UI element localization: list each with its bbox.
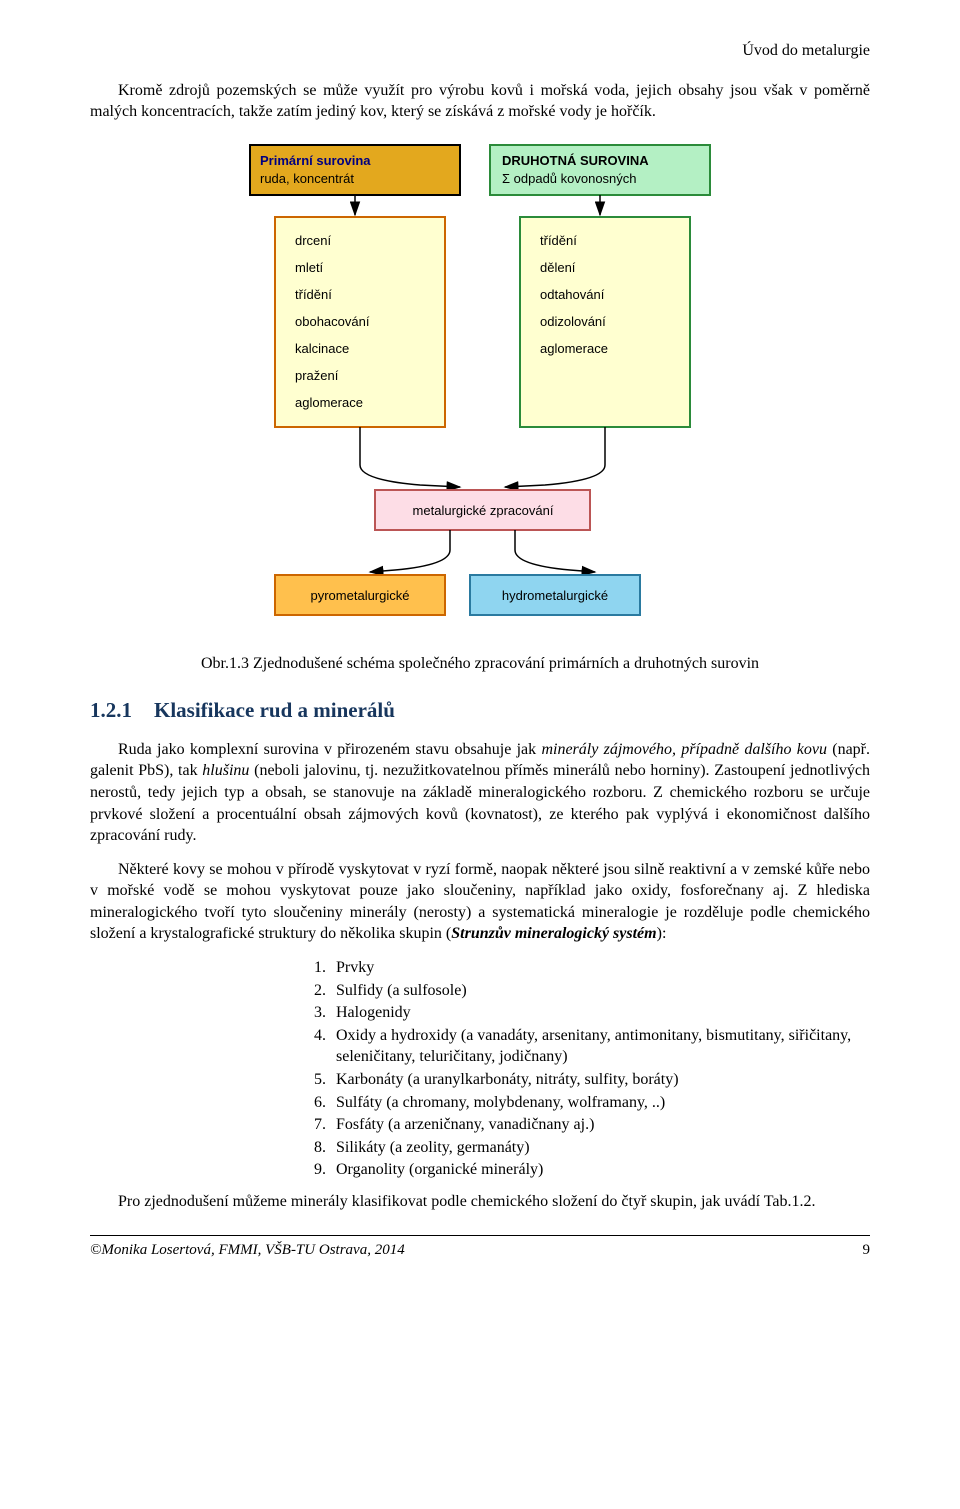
- page-footer: ©Monika Losertová, FMMI, VŠB-TU Ostrava,…: [90, 1235, 870, 1260]
- connector-split-left: [370, 530, 450, 572]
- list-item: Fosfáty (a arzeničnany, vanadičnany aj.): [330, 1114, 870, 1136]
- box-hydro-label: hydrometalurgické: [502, 588, 608, 603]
- box-secondary-subtitle: Σ odpadů kovonosných: [502, 171, 637, 186]
- step-item: dělení: [540, 260, 576, 275]
- footer-credit: ©Monika Losertová, FMMI, VŠB-TU Ostrava,…: [90, 1240, 405, 1260]
- step-item: obohacování: [295, 314, 370, 329]
- list-item: Karbonáty (a uranylkarbonáty, nitráty, s…: [330, 1069, 870, 1091]
- box-primary-title: Primární surovina: [260, 153, 371, 168]
- text-bold-italic: Strunzův mineralogický systém: [451, 925, 656, 942]
- step-item: odtahování: [540, 287, 605, 302]
- box-metallurgic-label: metalurgické zpracování: [413, 503, 554, 518]
- step-item: třídění: [540, 233, 577, 248]
- list-item: Prvky: [330, 957, 870, 979]
- closing-paragraph: Pro zjednodušení můžeme minerály klasifi…: [90, 1191, 870, 1213]
- list-item: Organolity (organické minerály): [330, 1159, 870, 1181]
- box-secondary-title: DRUHOTNÁ SUROVINA: [502, 153, 649, 168]
- section-heading: 1.2.1 Klasifikace rud a minerálů: [90, 696, 870, 724]
- connector-left: [360, 427, 460, 487]
- step-item: aglomerace: [540, 341, 608, 356]
- figure-caption: Obr.1.3 Zjednodušené schéma společného z…: [90, 653, 870, 675]
- step-item: drcení: [295, 233, 332, 248]
- text: Ruda jako komplexní surovina v přirozené…: [118, 741, 541, 758]
- mineral-classification-list: Prvky Sulfidy (a sulfosole) Halogenidy O…: [90, 957, 870, 1181]
- text-italic: minerály zájmového, případně dalšího kov…: [541, 741, 827, 758]
- section-title: Klasifikace rud a minerálů: [154, 698, 395, 722]
- list-item: Halogenidy: [330, 1002, 870, 1024]
- step-item: třídění: [295, 287, 332, 302]
- step-item: mletí: [295, 260, 324, 275]
- step-item: odizolování: [540, 314, 606, 329]
- list-item: Sulfidy (a sulfosole): [330, 980, 870, 1002]
- page-header-title: Úvod do metalurgie: [90, 40, 870, 62]
- list-item: Oxidy a hydroxidy (a vanadáty, arsenitan…: [330, 1025, 870, 1068]
- text: ):: [657, 925, 667, 942]
- list-item: Sulfáty (a chromany, molybdenany, wolfra…: [330, 1092, 870, 1114]
- step-item: pražení: [295, 368, 339, 383]
- intro-paragraph: Kromě zdrojů pozemských se může využít p…: [90, 80, 870, 123]
- section-number: 1.2.1: [90, 698, 132, 722]
- step-item: aglomerace: [295, 395, 363, 410]
- box-primary-subtitle: ruda, koncentrát: [260, 171, 354, 186]
- diagram-container: Primární surovina ruda, koncentrát DRUHO…: [90, 135, 870, 635]
- connector-right: [505, 427, 605, 487]
- connector-split-right: [515, 530, 595, 572]
- body-paragraph-1: Ruda jako komplexní surovina v přirozené…: [90, 739, 870, 847]
- body-paragraph-2: Některé kovy se mohou v přírodě vyskytov…: [90, 859, 870, 945]
- step-item: kalcinace: [295, 341, 349, 356]
- text-italic: hlušinu: [202, 762, 249, 779]
- list-item: Silikáty (a zeolity, germanáty): [330, 1137, 870, 1159]
- box-pyro-label: pyrometalurgické: [311, 588, 410, 603]
- page-number: 9: [863, 1240, 871, 1260]
- flow-diagram: Primární surovina ruda, koncentrát DRUHO…: [220, 135, 740, 635]
